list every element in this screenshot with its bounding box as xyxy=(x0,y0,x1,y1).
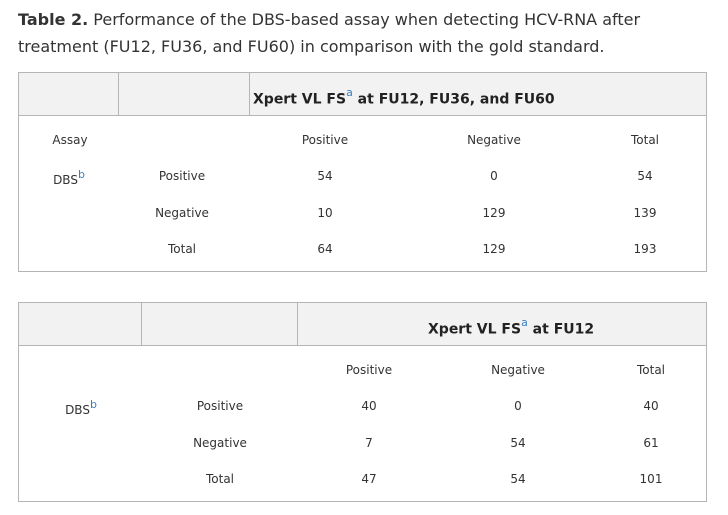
row-label-total: Total xyxy=(167,242,197,256)
table-cell: 61 xyxy=(643,436,659,450)
row-label-total: Total xyxy=(205,472,235,486)
column-header-positive: Positive xyxy=(301,133,349,147)
table-cell: 54 xyxy=(510,436,526,450)
dbs-label: DBSb xyxy=(53,168,85,187)
header-divider xyxy=(118,73,119,115)
table-cell: 40 xyxy=(361,399,377,413)
table-cell: 193 xyxy=(633,242,657,256)
column-header-total: Total xyxy=(636,363,666,377)
table-caption: Table 2. Performance of the DBS-based as… xyxy=(18,6,718,60)
table-cell: 10 xyxy=(317,206,333,220)
table-cell: 139 xyxy=(633,206,657,220)
table-cell: 54 xyxy=(317,169,333,183)
column-header-negative: Negative xyxy=(491,363,545,377)
row-label-positive: Positive xyxy=(158,169,206,183)
dbs-label: DBSb xyxy=(65,398,97,417)
table-cell: 0 xyxy=(490,169,498,183)
header-divider xyxy=(249,73,250,115)
caption-text: Performance of the DBS-based assay when … xyxy=(18,10,641,56)
header-divider xyxy=(297,303,298,345)
table-cell: 101 xyxy=(639,472,663,486)
table-cell: 54 xyxy=(510,472,526,486)
row-label-negative: Negative xyxy=(155,206,209,220)
table-1-header-title: Xpert VL FSa at FU12, FU36, and FU60 xyxy=(253,86,555,108)
table-cell: 47 xyxy=(361,472,377,486)
footnote-b-link[interactable]: b xyxy=(77,168,85,181)
table-cell: 64 xyxy=(317,242,333,256)
table-cell: 54 xyxy=(637,169,653,183)
results-table-2: Xpert VL FSa at FU12 Positive Negative T… xyxy=(18,302,707,502)
assay-label: Assay xyxy=(52,133,88,147)
column-header-total: Total xyxy=(630,133,660,147)
table-cell: 7 xyxy=(365,436,373,450)
row-label-positive: Positive xyxy=(196,399,244,413)
caption-label: Table 2. xyxy=(18,10,89,29)
row-label-negative: Negative xyxy=(193,436,247,450)
table-cell: 129 xyxy=(482,206,506,220)
results-table-1: Xpert VL FSa at FU12, FU36, and FU60 Ass… xyxy=(18,72,707,272)
footnote-a-link[interactable]: a xyxy=(521,316,528,329)
table-cell: 40 xyxy=(643,399,659,413)
column-header-negative: Negative xyxy=(467,133,521,147)
table-cell: 129 xyxy=(482,242,506,256)
table-2-header-title: Xpert VL FSa at FU12 xyxy=(428,316,595,338)
header-divider xyxy=(141,303,142,345)
column-header-positive: Positive xyxy=(345,363,393,377)
table-2-header: Xpert VL FSa at FU12 xyxy=(19,303,706,346)
table-cell: 0 xyxy=(514,399,522,413)
table-1-header: Xpert VL FSa at FU12, FU36, and FU60 xyxy=(19,73,706,116)
footnote-a-link[interactable]: a xyxy=(346,86,353,99)
footnote-b-link[interactable]: b xyxy=(89,398,97,411)
